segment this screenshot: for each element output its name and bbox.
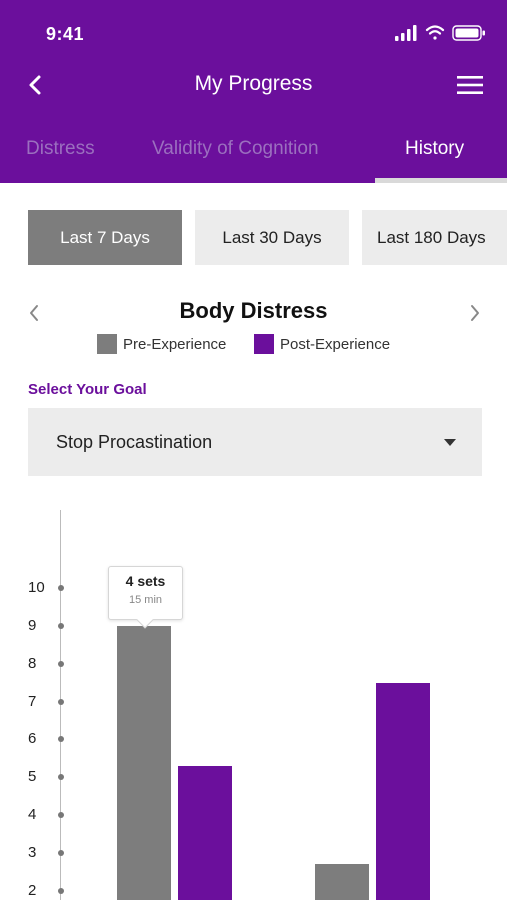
chart-navigator: Body Distress [0,296,507,330]
y-tick-dot [58,660,64,667]
range-last-7-days-button[interactable]: Last 7 Days [28,210,182,265]
caret-down-icon [444,439,456,446]
legend-label-pre: Pre-Experience [123,335,227,353]
legend-item-pre-experience: Pre-Experience [97,334,226,354]
y-tick-dot [58,888,64,894]
tab-distress[interactable]: Distress [26,138,95,159]
range-last-180-days-button[interactable]: Last 180 Days [362,210,507,265]
tab-history[interactable]: History [405,138,465,159]
y-tick-label: 5 [28,768,37,786]
status-bar: 9:41 [0,0,507,60]
y-axis-line [60,510,61,900]
chart-title: Body Distress [179,298,328,323]
y-tick-dot [58,774,64,781]
goal-dropdown[interactable]: Stop Procastination [28,408,482,476]
chevron-left-icon [30,305,38,321]
status-icons [395,25,485,41]
app-header: 9:41 My Progre [0,0,507,183]
page-title: My Progress [194,72,313,95]
y-tick-dot [58,850,64,857]
legend-swatch-pre [97,334,117,354]
legend-item-post-experience: Post-Experience [254,334,390,354]
y-tick-label: 8 [28,654,37,672]
status-time: 9:41 [46,24,85,44]
y-tick-dot [58,698,64,705]
bar-pre-1[interactable] [117,625,171,900]
y-tick-dot [58,812,64,819]
y-tick-label: 4 [28,806,37,824]
hamburger-menu-icon [457,76,483,94]
tab-validity-of-cognition[interactable]: Validity of Cognition [152,138,319,159]
y-tick-dot [58,584,64,591]
goal-selected-value: Stop Procastination [56,432,213,452]
goal-label: Select Your Goal [28,381,147,398]
y-tick-label: 6 [28,730,37,748]
bar-tooltip: 4 sets 15 min [108,566,183,629]
y-tick-label: 7 [28,692,37,710]
back-button[interactable] [18,68,52,102]
legend-label-post: Post-Experience [280,335,391,353]
tooltip-sets: 4 sets [125,573,166,589]
y-tick-label: 10 [28,578,45,596]
y-tick-label: 2 [28,882,37,899]
y-tick-label: 9 [28,616,37,634]
range-last-30-days-button[interactable]: Last 30 Days [195,210,349,265]
cellular-signal-icon [395,25,417,41]
previous-chart-button[interactable] [22,300,46,326]
bar-chart: 2 3 4 5 6 7 8 9 10 4 sets 15 min [0,500,507,900]
next-chart-button[interactable] [463,300,487,326]
legend-swatch-post [254,334,274,354]
active-tab-indicator [375,178,507,183]
wifi-icon [425,25,445,40]
tab-bar: Distress Validity of Cognition History [0,128,507,183]
bar-pre-2[interactable] [315,864,369,900]
chevron-left-icon [29,75,41,95]
date-range-selector: Last 7 Days Last 30 Days Last 180 Days [0,210,507,266]
tooltip-duration: 15 min [128,594,163,606]
menu-button[interactable] [453,70,487,100]
nav-bar: My Progress [0,62,507,108]
battery-icon [452,25,485,41]
y-tick-dot [58,736,64,743]
bar-post-2[interactable] [376,682,430,900]
y-tick-dot [58,622,64,629]
chart-legend: Pre-Experience Post-Experience [0,334,507,358]
bar-post-1[interactable] [178,765,232,900]
chevron-right-icon [471,305,479,321]
y-tick-label: 3 [28,844,37,862]
